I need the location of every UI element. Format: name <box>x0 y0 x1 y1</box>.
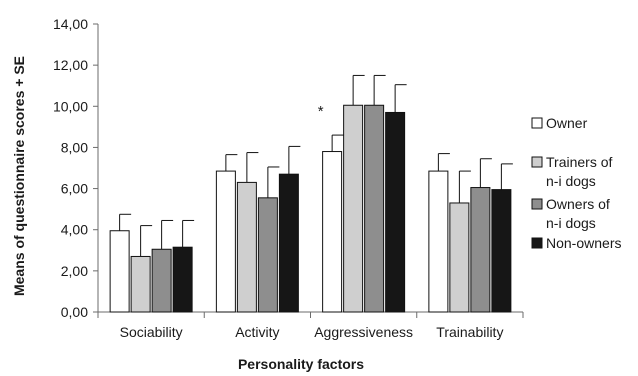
y-tick-label: 6,00 <box>61 181 88 197</box>
legend-swatch <box>531 237 543 249</box>
legend-swatch <box>531 117 543 129</box>
bar <box>151 248 172 313</box>
legend-swatch <box>531 156 543 168</box>
x-axis-title: Personality factors <box>238 356 364 372</box>
bar <box>172 246 193 313</box>
legend-label: Owner <box>546 115 588 131</box>
y-tick-label: 14,00 <box>53 16 88 32</box>
bar <box>322 151 343 313</box>
y-tick-label: 0,00 <box>61 304 88 320</box>
y-axis-title: Means of questionnaire scores + SE <box>11 56 27 296</box>
bar <box>215 170 236 313</box>
category-label: Trainability <box>436 324 503 340</box>
legend-item: Trainers of n-i dogs <box>531 154 613 189</box>
legend-label: Non-owners <box>546 235 621 251</box>
legend-label: Owners of <box>546 196 610 212</box>
bar <box>278 173 299 313</box>
bar <box>257 197 278 313</box>
bar <box>470 187 491 313</box>
legend-item: Owner <box>531 115 588 131</box>
error-bars <box>119 74 513 257</box>
legend: Owner Trainers of n-i dogs Owners of n-i dog… <box>531 115 621 251</box>
bar <box>343 104 364 313</box>
y-tick-label: 8,00 <box>61 139 88 155</box>
legend-label: n-i dogs <box>546 215 596 231</box>
bar <box>385 111 406 313</box>
y-tick-label: 12,00 <box>53 57 88 73</box>
bar <box>491 189 512 313</box>
legend-item: Non-owners <box>531 235 621 251</box>
bar <box>364 104 385 313</box>
legend-item: Owners of n-i dogs <box>531 196 610 231</box>
category-label: Aggressiveness <box>314 324 413 340</box>
y-tick-label: 10,00 <box>53 98 88 114</box>
category-label: Sociability <box>120 324 183 340</box>
bar <box>109 230 130 313</box>
legend-label: Trainers of <box>546 154 613 170</box>
bar <box>130 255 151 313</box>
legend-swatch <box>531 198 543 210</box>
legend-label: n-i dogs <box>546 173 596 189</box>
significance-annotation: * <box>318 103 324 120</box>
bar <box>236 181 257 313</box>
category-label: Activity <box>235 324 279 340</box>
bar <box>449 202 470 313</box>
bars <box>109 104 512 313</box>
bar <box>428 170 449 313</box>
y-tick-label: 2,00 <box>61 263 88 279</box>
y-tick-label: 4,00 <box>61 222 88 238</box>
tick-labels: 0,00 2,00 4,00 6,00 8,00 10,00 12,00 14,00 Socia… <box>53 16 504 340</box>
